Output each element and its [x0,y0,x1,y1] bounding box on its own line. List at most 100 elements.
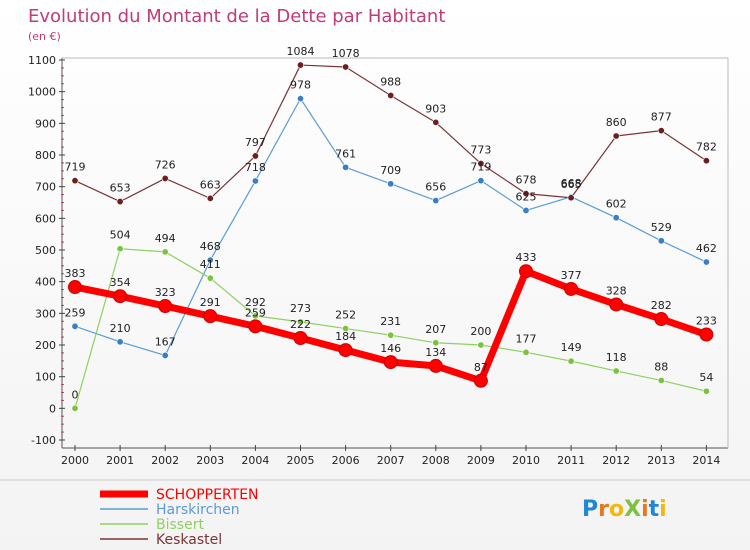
data-label: 87 [474,361,488,374]
data-label: 167 [155,335,176,348]
y-tick-label: 0 [49,402,56,415]
x-tick-label: 2001 [106,454,134,467]
data-point [522,190,530,198]
x-tick-label: 2009 [467,454,495,467]
y-tick-label: 700 [35,181,56,194]
y-tick-label: 500 [35,244,56,257]
data-label: 797 [245,136,266,149]
data-point [251,312,259,320]
legend-entry: Bissert [156,517,204,533]
y-tick-label: 300 [35,307,56,320]
data-labels: 259 210 167 468 718 978 761 709 656 719 625 668 602 5… [65,45,717,401]
data-point [71,404,79,412]
data-label: 468 [200,240,221,253]
y-tick-label: -100 [31,434,56,447]
data-label: 354 [110,276,131,289]
y-tick-label: 1100 [28,54,56,67]
x-tick-label: 2012 [602,454,630,467]
y-tick-label: 800 [35,149,56,162]
data-point [116,245,124,253]
data-point [158,299,173,314]
data-label: 877 [651,111,672,124]
data-point [296,61,304,69]
data-label: 433 [516,251,537,264]
data-label: 860 [606,116,627,129]
data-point [206,274,214,282]
data-label: 663 [200,178,221,191]
data-label: 0 [72,388,79,401]
data-label: 328 [606,284,627,297]
data-label: 54 [699,371,713,384]
data-label: 462 [696,242,717,255]
data-label: 177 [516,332,537,345]
logo-letter: t [649,497,660,522]
data-point [116,338,124,346]
logo-letter: X [624,497,641,522]
data-point [71,177,79,185]
axes: -100 0 100 200 300 400 500 600 700 800 900 1000 1100… [0,54,750,481]
data-label: 653 [110,182,131,195]
data-label: 200 [470,325,491,338]
x-tick-label: 2002 [151,454,179,467]
data-point [161,174,169,182]
data-label: 718 [245,161,266,174]
y-tick-label: 900 [35,117,56,130]
data-point [612,214,620,222]
data-label: 292 [245,296,266,309]
x-tick-label: 2003 [196,454,224,467]
data-label: 719 [65,161,86,174]
data-point [612,132,620,140]
proxiti-logo: ProXiti [582,497,667,522]
data-label: 184 [335,330,356,343]
data-point [68,280,82,295]
logo-letter: r [598,497,609,522]
data-point [477,341,485,349]
logo-letter: P [582,497,598,522]
x-tick-label: 2005 [287,454,315,467]
data-label: 149 [561,341,582,354]
data-label: 259 [245,306,266,319]
series-line-bissert [74,248,707,409]
data-label: 782 [696,141,717,154]
data-point [702,157,710,165]
data-label: 118 [606,351,627,364]
data-point [206,194,214,202]
data-point [383,355,398,370]
x-tick-label: 2000 [61,454,89,467]
chart-title: Evolution du Montant de la Dette par Hab… [28,6,445,27]
data-label: 625 [516,190,537,203]
data-point [654,312,669,327]
data-label: 210 [110,322,131,335]
data-point [71,322,79,330]
data-label: 259 [65,306,86,319]
data-label: 719 [470,161,491,174]
data-point [567,357,575,365]
data-label: 504 [110,229,131,242]
data-label: 146 [380,342,401,355]
data-point [251,177,259,185]
data-point [612,367,620,375]
data-label: 656 [425,181,446,194]
data-point [477,177,485,185]
legend-entry: Harskirchen [156,502,240,518]
data-label: 88 [654,360,668,373]
data-point [432,339,440,347]
data-label: 383 [65,267,86,280]
logo-letter: i [659,497,667,522]
data-label: 282 [651,299,672,312]
data-label: 494 [155,232,176,245]
data-point [338,343,353,358]
legend-entry: Keskastel [156,532,222,548]
data-label: 252 [335,309,356,322]
data-point [657,376,665,384]
data-label: 377 [561,269,582,282]
x-tick-label: 2010 [512,454,540,467]
x-tick-label: 2014 [692,454,720,467]
data-point [473,373,488,388]
data-point [519,264,533,279]
data-point [116,198,124,206]
data-point [387,91,395,99]
